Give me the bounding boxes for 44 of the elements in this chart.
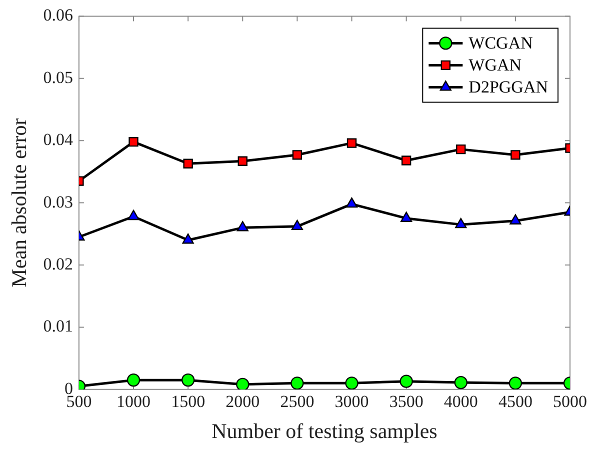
legend-label: D2PGGAN [468,78,548,97]
point [345,376,358,390]
point [181,373,195,387]
point [508,376,522,390]
point [236,221,248,232]
point [128,210,140,220]
y-tick-label: 0.05 [43,68,73,87]
point [238,156,248,166]
point [290,376,304,390]
point [126,373,140,387]
x-tick-label: 2000 [226,392,260,412]
y-axis-title: Mean absolute error [7,118,32,288]
x-tick-label: 4000 [444,392,478,412]
x-tick-label: 4500 [498,392,532,412]
legend-label: WGAN [468,56,522,75]
point [510,214,522,224]
x-tick-label: 1000 [116,392,151,412]
point [291,220,303,230]
point [456,144,466,154]
legend-label: WCGAN [468,34,533,53]
y-tick-label: 0.01 [43,316,73,336]
point [346,138,357,148]
point [128,137,138,147]
point [292,150,302,160]
y-tick-label: 0.04 [43,130,74,150]
y-tick-label: 0.02 [43,254,73,274]
point [182,234,194,244]
x-tick-label: 5000 [553,392,587,412]
point [454,376,468,390]
point [400,212,412,222]
point [236,378,250,390]
point [510,150,520,160]
y-tick-label: 0.03 [43,192,73,212]
x-tick-label: 1500 [171,392,206,412]
point [401,156,412,166]
point [400,374,413,388]
x-axis-title: Number of testing samples [212,418,438,443]
y-tick-label: 0.06 [43,6,73,25]
x-tick-label: 2500 [280,392,314,412]
x-tick-label: 3000 [334,392,369,412]
point [455,218,467,228]
point [183,158,193,168]
point [346,197,358,208]
x-tick-label: 3500 [389,392,424,412]
